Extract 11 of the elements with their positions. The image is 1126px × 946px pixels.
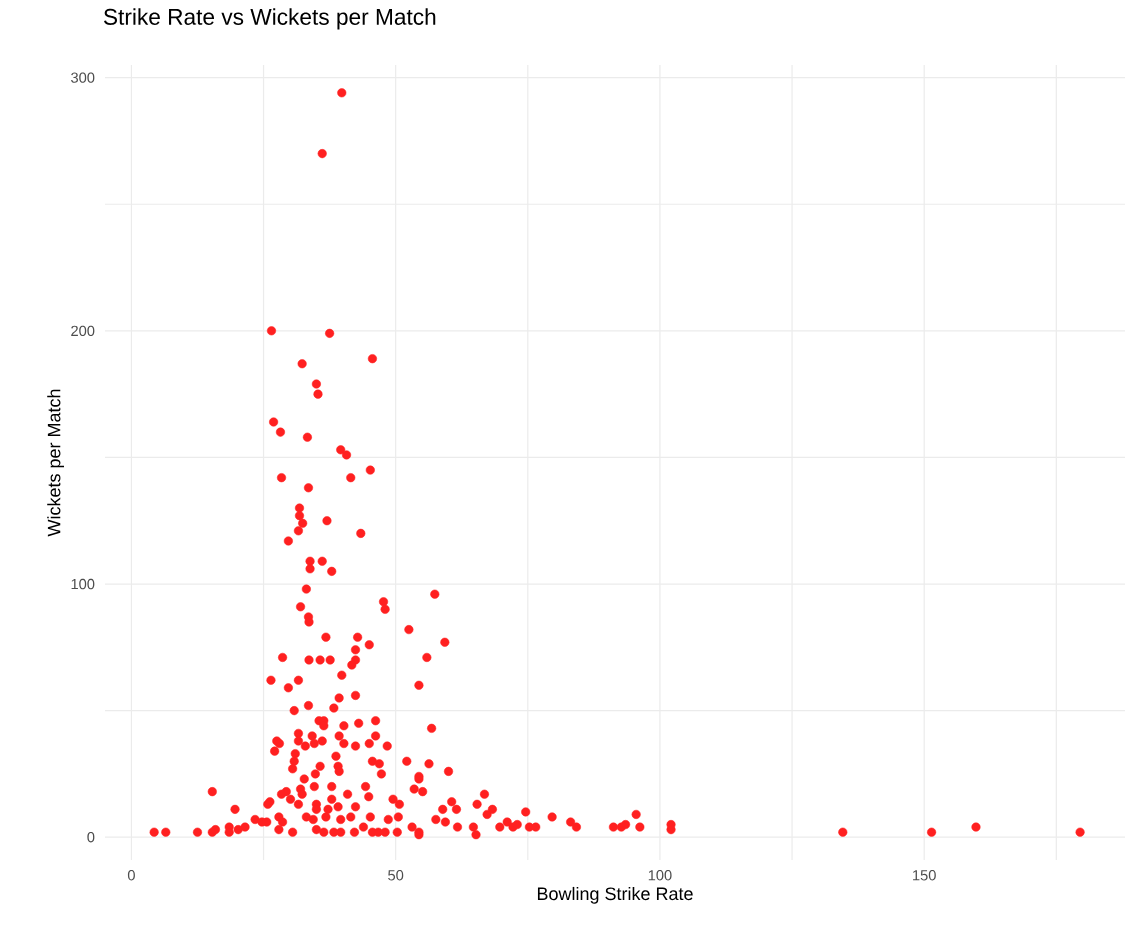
y-tick-label: 200 xyxy=(71,325,95,337)
y-axis-title: Wickets per Match xyxy=(47,389,65,537)
x-tick-label: 0 xyxy=(127,870,135,881)
y-tick-label: 0 xyxy=(87,832,95,843)
chart-title: Strike Rate vs Wickets per Match xyxy=(103,8,436,30)
x-tick-label: 150 xyxy=(913,870,936,881)
y-tick-label: 300 xyxy=(71,72,95,83)
x-tick-label: 100 xyxy=(648,870,672,881)
y-tick-label: 100 xyxy=(71,578,95,590)
x-axis-title: Bowling Strike Rate xyxy=(537,886,693,904)
x-tick-label: 50 xyxy=(388,870,404,881)
